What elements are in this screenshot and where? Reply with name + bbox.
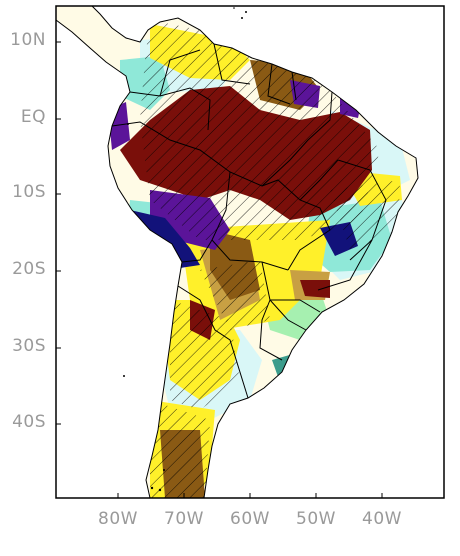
lat-label-10n: 10N xyxy=(10,30,46,50)
lon-label-70w: 70W xyxy=(164,509,204,529)
country-borders xyxy=(56,6,419,498)
islands xyxy=(123,7,247,492)
lat-label-40s: 40S xyxy=(12,412,46,432)
lat-label-10s: 10S xyxy=(12,182,46,202)
lon-label-60w: 60W xyxy=(230,509,270,529)
lon-label-80w: 80W xyxy=(98,509,138,529)
lat-label-eq: EQ xyxy=(20,107,46,127)
lat-label-30s: 30S xyxy=(12,336,46,356)
lon-label-50w: 50W xyxy=(296,509,336,529)
lon-label-40w: 40W xyxy=(362,509,402,529)
anomaly-field xyxy=(108,20,410,498)
lat-label-20s: 20S xyxy=(12,259,46,279)
axis-ticks xyxy=(56,41,383,498)
